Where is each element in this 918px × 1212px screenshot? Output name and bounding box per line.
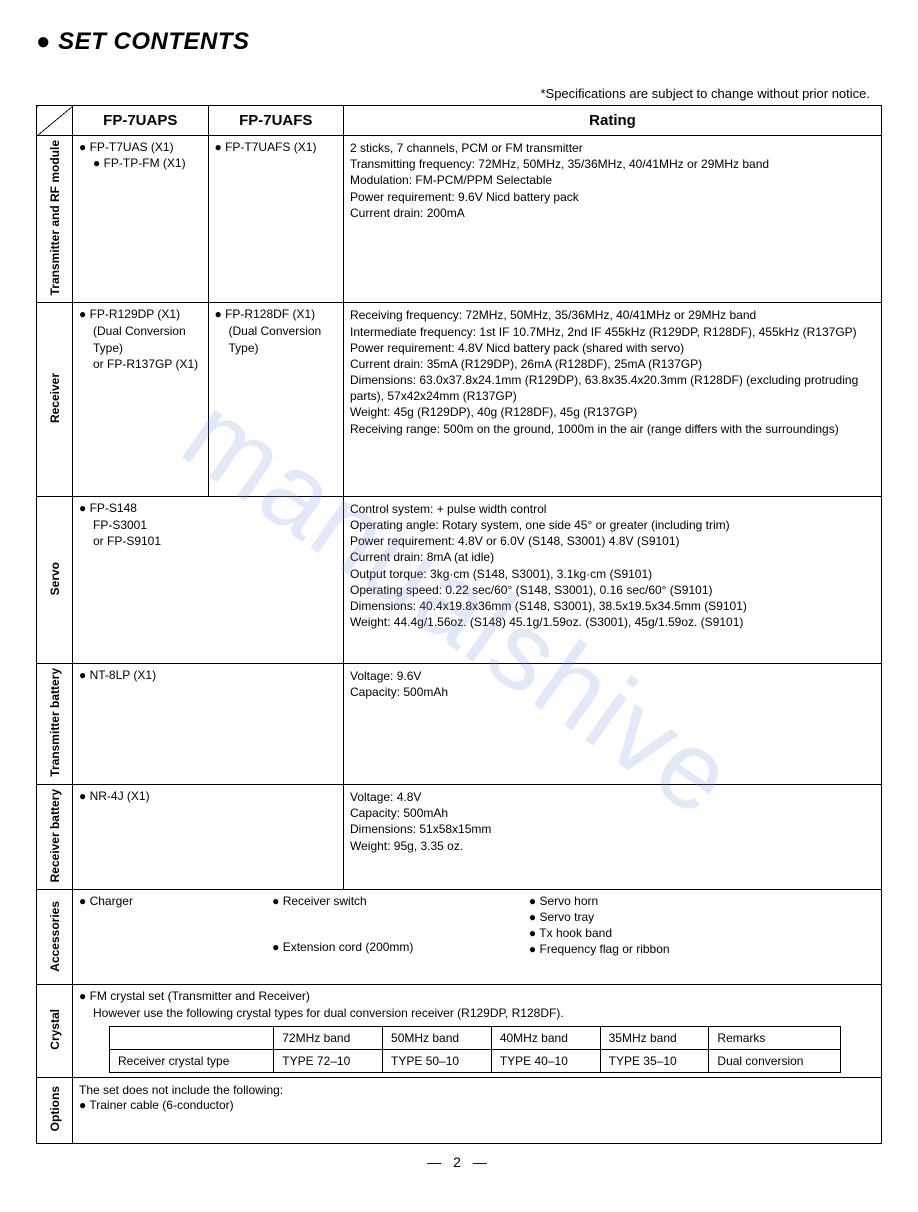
row-label-accessories: Accessories (37, 890, 73, 985)
row-label-crystal: Crystal (37, 985, 73, 1077)
header-diagonal (37, 106, 73, 136)
page-number: — 2 — (36, 1154, 882, 1170)
cell-options: The set does not include the following: … (73, 1077, 882, 1143)
row-label-tx-battery: Transmitter battery (37, 664, 73, 785)
row-label-servo: Servo (37, 496, 73, 663)
row-label-options: Options (37, 1077, 73, 1143)
cell-rx-col1: FP-R129DP (X1) (Dual Conversion Type) or… (73, 303, 209, 497)
cell-txbat-item: NT-8LP (X1) (73, 664, 344, 785)
crystal-table: 72MHz band 50MHz band 40MHz band 35MHz b… (109, 1026, 841, 1073)
cell-tx-col1: FP-T7UAS (X1) FP-TP-FM (X1) (73, 136, 209, 303)
header-col3: Rating (344, 106, 882, 136)
cell-servo-items: FP-S148 FP-S3001 or FP-S9101 (73, 496, 344, 663)
header-col2: FP-7UAFS (208, 106, 344, 136)
page-title: SET CONTENTS (36, 28, 882, 56)
header-col1: FP-7UAPS (73, 106, 209, 136)
row-label-receiver: Receiver (37, 303, 73, 497)
contents-table: FP-7UAPS FP-7UAFS Rating Transmitter and… (36, 105, 882, 1144)
cell-servo-rating: Control system: + pulse width control Op… (344, 496, 882, 663)
cell-accessories: Charger Receiver switch Extension cord (… (73, 890, 882, 985)
cell-tx-col2: FP-T7UAFS (X1) (208, 136, 344, 303)
cell-rx-rating: Receiving frequency: 72MHz, 50MHz, 35/36… (344, 303, 882, 497)
cell-crystal: FM crystal set (Transmitter and Receiver… (73, 985, 882, 1077)
cell-tx-rating: 2 sticks, 7 channels, PCM or FM transmit… (344, 136, 882, 303)
row-label-transmitter: Transmitter and RF module (37, 136, 73, 303)
cell-rxbat-rating: Voltage: 4.8V Capacity: 500mAh Dimension… (344, 785, 882, 890)
cell-rxbat-item: NR-4J (X1) (73, 785, 344, 890)
cell-txbat-rating: Voltage: 9.6V Capacity: 500mAh (344, 664, 882, 785)
cell-rx-col2: FP-R128DF (X1) (Dual Conversion Type) (208, 303, 344, 497)
footnote-text: Specifications are subject to change wit… (36, 86, 882, 101)
row-label-rx-battery: Receiver battery (37, 785, 73, 890)
